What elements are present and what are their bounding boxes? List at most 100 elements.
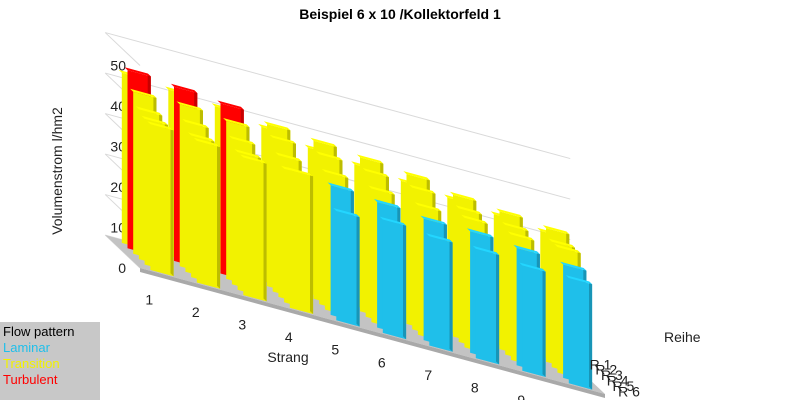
bar-face xyxy=(522,265,546,377)
bar-top xyxy=(362,168,389,178)
bar-top xyxy=(130,88,157,98)
bar-top xyxy=(269,134,296,144)
z-tick-label: R 4 xyxy=(607,373,629,389)
bar-top xyxy=(519,262,546,272)
bar-face xyxy=(568,278,593,390)
bar-top xyxy=(414,202,442,212)
bar-top xyxy=(310,137,337,148)
bar-top xyxy=(188,132,215,142)
bar-top xyxy=(147,121,174,131)
chart-title: Beispiel 6 x 10 /Kollektorfeld 1 xyxy=(299,6,501,22)
x-tick-label: 9 xyxy=(517,392,525,400)
x-tick-label: 2 xyxy=(192,304,200,320)
bar xyxy=(240,154,267,302)
legend-item-laminar: Laminar xyxy=(3,340,50,355)
bar-top xyxy=(217,100,244,110)
bar-top xyxy=(420,215,447,225)
x-tick-label: 8 xyxy=(471,380,479,396)
bar-face xyxy=(382,219,407,340)
bar-top xyxy=(426,233,453,243)
y-axis-title: Volumenstrom l/hm2 xyxy=(49,107,65,235)
bar xyxy=(426,233,453,352)
bar-side xyxy=(170,127,174,277)
bar-top xyxy=(182,118,209,129)
bar-face xyxy=(475,248,500,365)
bar-face xyxy=(336,211,360,327)
bar-top xyxy=(548,238,575,248)
bar-side xyxy=(496,252,500,365)
y-tick-label: 0 xyxy=(118,260,126,276)
bar-top xyxy=(472,245,500,256)
z-tick-label: R 5 xyxy=(612,378,634,394)
bar xyxy=(147,121,174,277)
z-axis-title: Reihe xyxy=(664,329,701,345)
bar xyxy=(565,275,593,390)
x-tick-label: 5 xyxy=(331,342,339,358)
x-tick-label: 4 xyxy=(285,329,293,345)
bar-top xyxy=(193,137,221,148)
x-tick-label: 1 xyxy=(145,291,153,307)
gridline-side xyxy=(104,32,141,66)
bar-top xyxy=(170,83,198,94)
x-tick-label: 7 xyxy=(424,367,432,383)
bars xyxy=(118,67,593,390)
bar-top xyxy=(176,101,203,111)
bar-top xyxy=(554,244,581,254)
bar-top xyxy=(455,205,482,215)
bar-top xyxy=(560,261,587,271)
bar xyxy=(472,245,500,365)
bar-top xyxy=(542,225,570,235)
bar-side xyxy=(542,268,546,377)
bar-top xyxy=(275,152,302,162)
legend-title: Flow pattern xyxy=(3,324,75,339)
bar xyxy=(193,137,221,289)
bar xyxy=(333,208,360,327)
x-tick-label: 3 xyxy=(238,317,246,333)
z-tick-label: R 1 xyxy=(590,356,612,372)
legend: Flow pattern Laminar Transition Turbulen… xyxy=(0,322,100,400)
bar-top xyxy=(565,275,593,285)
bar-side xyxy=(589,281,593,390)
bar xyxy=(379,216,407,340)
bar xyxy=(286,167,314,314)
z-tick-label: R 2 xyxy=(595,362,617,378)
bar-top xyxy=(496,208,523,218)
bar-top xyxy=(321,168,349,179)
bar-top xyxy=(333,208,360,218)
bar-face xyxy=(289,170,314,314)
z-tick-labels: R 1R 2R 3R 4R 5R 6 xyxy=(590,356,641,399)
legend-item-turbulent: Turbulent xyxy=(3,372,58,387)
bar-top xyxy=(327,182,354,192)
bar-top xyxy=(228,135,256,145)
x-tick-labels: 12345678910 xyxy=(145,291,575,405)
z-tick-label: R 6 xyxy=(618,383,640,399)
bar-side xyxy=(356,214,360,327)
bar-top xyxy=(449,191,477,202)
bar-top xyxy=(403,171,430,181)
bar-top xyxy=(240,154,267,164)
bar-side xyxy=(449,239,453,352)
bar-side xyxy=(403,222,407,340)
bar-top xyxy=(141,115,168,125)
bar-face xyxy=(150,124,174,277)
bar-top xyxy=(135,106,163,116)
bar-side xyxy=(217,144,221,289)
y-tick-label: 50 xyxy=(110,58,126,74)
bar-top xyxy=(379,216,407,226)
bar-top xyxy=(409,184,436,194)
bar-top xyxy=(461,214,488,224)
bar-top xyxy=(223,118,250,128)
bar-top xyxy=(286,167,314,177)
bar-top xyxy=(124,67,151,77)
chart-floor-edge xyxy=(140,268,605,398)
z-tick-label: R 3 xyxy=(601,367,623,383)
bar-top xyxy=(234,149,261,159)
gridline-back xyxy=(105,32,571,160)
bar-top xyxy=(513,244,540,255)
bar-face xyxy=(196,140,221,289)
bar-side xyxy=(310,173,314,314)
bar-top xyxy=(263,121,291,131)
bar-face xyxy=(429,236,453,352)
bar-top xyxy=(502,222,529,232)
